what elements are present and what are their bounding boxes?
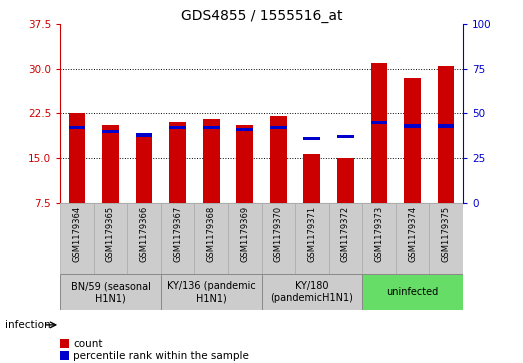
Text: GSM1179374: GSM1179374 <box>408 205 417 261</box>
Bar <box>161 274 262 310</box>
Text: GSM1179368: GSM1179368 <box>207 205 215 262</box>
Text: count: count <box>73 339 103 349</box>
Bar <box>337 135 354 138</box>
Bar <box>169 126 186 130</box>
Bar <box>203 119 220 203</box>
Title: GDS4855 / 1555516_at: GDS4855 / 1555516_at <box>181 9 342 23</box>
Text: GSM1179372: GSM1179372 <box>341 205 350 261</box>
Bar <box>270 126 287 130</box>
Bar <box>328 203 362 274</box>
Bar <box>169 122 186 203</box>
Text: infection: infection <box>5 320 51 330</box>
Bar <box>228 203 262 274</box>
Text: GSM1179370: GSM1179370 <box>274 205 283 261</box>
Text: GSM1179367: GSM1179367 <box>173 205 182 262</box>
Text: uninfected: uninfected <box>386 287 439 297</box>
Bar <box>438 125 454 128</box>
Bar <box>270 117 287 203</box>
Bar <box>371 121 388 124</box>
Text: GSM1179364: GSM1179364 <box>72 205 82 261</box>
Text: KY/180
(pandemicH1N1): KY/180 (pandemicH1N1) <box>270 281 353 303</box>
Text: percentile rank within the sample: percentile rank within the sample <box>73 351 249 360</box>
Bar <box>404 77 421 203</box>
Bar <box>396 203 429 274</box>
Bar <box>371 62 388 203</box>
Bar <box>438 65 454 203</box>
Text: GSM1179366: GSM1179366 <box>140 205 149 262</box>
Bar <box>203 126 220 130</box>
Bar <box>161 203 195 274</box>
Text: GSM1179375: GSM1179375 <box>441 205 451 261</box>
Bar <box>69 113 85 203</box>
Bar <box>404 125 421 128</box>
Bar <box>69 126 85 130</box>
Text: GSM1179373: GSM1179373 <box>374 205 383 262</box>
Text: KY/136 (pandemic
H1N1): KY/136 (pandemic H1N1) <box>167 281 256 303</box>
Bar <box>262 274 362 310</box>
Bar <box>135 134 152 203</box>
Bar <box>303 154 320 203</box>
Bar <box>303 137 320 140</box>
Text: GSM1179369: GSM1179369 <box>240 205 249 261</box>
Bar <box>60 339 69 348</box>
Bar <box>102 130 119 133</box>
Bar <box>262 203 295 274</box>
Bar <box>236 128 253 131</box>
Bar <box>295 203 328 274</box>
Text: GSM1179371: GSM1179371 <box>308 205 316 261</box>
Bar <box>362 274 463 310</box>
Bar <box>60 351 69 360</box>
Text: BN/59 (seasonal
H1N1): BN/59 (seasonal H1N1) <box>71 281 151 303</box>
Bar <box>337 158 354 203</box>
Bar <box>127 203 161 274</box>
Bar <box>429 203 463 274</box>
Bar <box>195 203 228 274</box>
Bar <box>236 125 253 203</box>
Bar <box>94 203 127 274</box>
Bar <box>102 125 119 203</box>
Bar <box>60 274 161 310</box>
Text: GSM1179365: GSM1179365 <box>106 205 115 261</box>
Bar <box>362 203 396 274</box>
Bar <box>135 133 152 136</box>
Bar <box>60 203 94 274</box>
